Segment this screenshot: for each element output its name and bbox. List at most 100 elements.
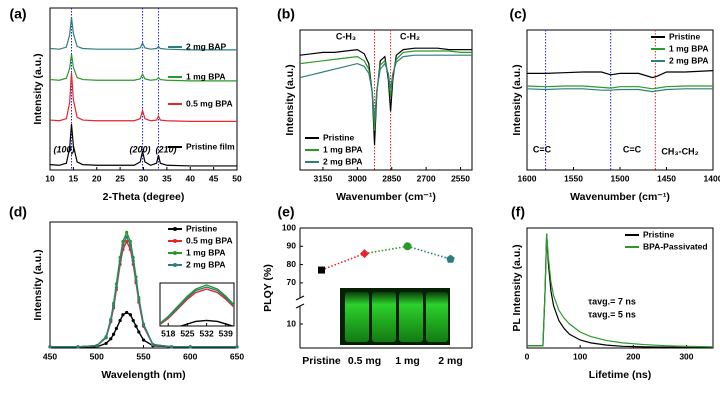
x-tick-label: 3150 — [313, 173, 332, 183]
point — [403, 242, 412, 251]
legend-label: Pristine — [186, 223, 217, 233]
inset-plot — [160, 284, 234, 326]
point — [95, 344, 99, 348]
x-axis-label: Lifetime (ns) — [589, 369, 651, 381]
x-tick-label: 500 — [90, 351, 104, 361]
x-tick-label: 50 — [232, 173, 242, 183]
vial-photo — [340, 288, 450, 345]
point — [169, 345, 174, 349]
line-series — [49, 17, 237, 51]
x-tick-label: 3000 — [348, 173, 367, 183]
x-tick-label: 200 — [626, 351, 640, 361]
legend-label: 2 mg BPA — [669, 55, 709, 65]
legend-label: 1 mg BPA — [186, 71, 226, 81]
line-series — [526, 85, 713, 90]
inset-x-tick-label: 532 — [199, 328, 213, 338]
x-tick-label: 450 — [43, 351, 57, 361]
point — [128, 313, 133, 317]
panel-letter: (d) — [9, 204, 27, 220]
x-tick-label: 2700 — [417, 173, 436, 183]
point — [446, 254, 455, 263]
inset-x-tick-label: 525 — [180, 328, 194, 338]
line-series — [299, 47, 472, 145]
legend-label: 1 mg BPA — [186, 247, 226, 257]
point — [134, 324, 138, 328]
inset-x-tick-label: 539 — [219, 328, 233, 338]
point — [121, 313, 125, 317]
y-tick-label: 100 — [282, 222, 296, 232]
panel-letter: (e) — [277, 204, 294, 220]
inset-line-series — [160, 288, 234, 326]
annotation: C-H₂ — [400, 31, 420, 41]
x-tick-label: 100 — [573, 351, 587, 361]
point — [188, 345, 192, 349]
x-tick-label: 1400 — [704, 173, 720, 183]
annotation: C=C — [533, 144, 552, 154]
plot-frame — [299, 29, 473, 171]
point — [125, 235, 129, 239]
point — [104, 336, 108, 340]
panel-letter: (b) — [277, 6, 295, 22]
point — [109, 318, 113, 323]
y-axis-label: Intensity (a.u.) — [32, 249, 44, 320]
line-series — [49, 53, 237, 82]
annotation: (200) — [129, 144, 150, 154]
legend-label: 0.5 mg BPA — [186, 98, 233, 108]
x-tick-label: 10 — [45, 173, 55, 183]
axis-break — [295, 295, 305, 309]
point — [111, 332, 116, 336]
annotation: CH₃-CH₂ — [661, 146, 698, 156]
point — [109, 337, 113, 341]
point — [131, 318, 135, 323]
point — [114, 326, 118, 331]
point — [137, 298, 141, 302]
legend-label: 1 mg BPA — [323, 144, 363, 154]
connector — [407, 245, 451, 260]
legend-label: 2 mg BPA — [323, 156, 363, 166]
x-tick-label: 30 — [139, 173, 149, 183]
x-tick-label: 1500 — [611, 173, 630, 183]
x-tick-label: 1 mg — [395, 355, 420, 367]
point — [111, 304, 116, 308]
y-axis-label: Intensity (a.u.) — [511, 64, 523, 135]
x-axis-label: Wavenumber (cm⁻¹) — [336, 191, 436, 203]
point — [118, 259, 122, 263]
legend-label: 2 mg BPA — [186, 259, 226, 269]
point — [137, 330, 141, 334]
legend-label: Pristine — [323, 132, 354, 142]
y-axis-label: Intensity (a.u.) — [32, 53, 44, 124]
point — [235, 345, 239, 349]
legend-marker — [173, 251, 177, 255]
legend-label: Pristine — [669, 31, 700, 41]
y-axis-label: PL Intensity (a.u.) — [511, 244, 523, 331]
x-tick-label: 15 — [69, 173, 79, 183]
panel-letter: (c) — [509, 6, 526, 22]
x-tick-label: 40 — [186, 173, 196, 183]
annotation: τavg.= 5 ns — [588, 309, 636, 319]
line-series — [527, 233, 714, 348]
x-tick-label: 550 — [136, 351, 150, 361]
annotation: C-H₃ — [336, 31, 356, 41]
x-tick-label: 0.5 mg — [348, 355, 381, 367]
inset-line-series — [160, 286, 234, 325]
x-tick-label: 2550 — [451, 173, 470, 183]
legend-label: 0.5 mg BPA — [186, 235, 233, 245]
point — [125, 239, 129, 244]
point — [125, 230, 129, 234]
line-series — [527, 70, 714, 79]
x-axis-label: Wavelength (nm) — [101, 369, 185, 381]
point — [121, 243, 125, 247]
x-tick-label: 1450 — [657, 173, 676, 183]
line-series — [49, 124, 237, 167]
inset-x-tick-label: 518 — [161, 328, 175, 338]
point — [125, 310, 129, 315]
point — [318, 266, 325, 274]
x-tick-label: 2 mg — [438, 355, 463, 367]
x-axis-label: 2-Theta (degree) — [103, 191, 185, 203]
annotation: (100) — [53, 144, 74, 154]
point — [118, 318, 122, 323]
plot-frame — [526, 227, 714, 349]
panel-letter: (f) — [511, 204, 525, 220]
x-tick-label: 300 — [679, 351, 693, 361]
